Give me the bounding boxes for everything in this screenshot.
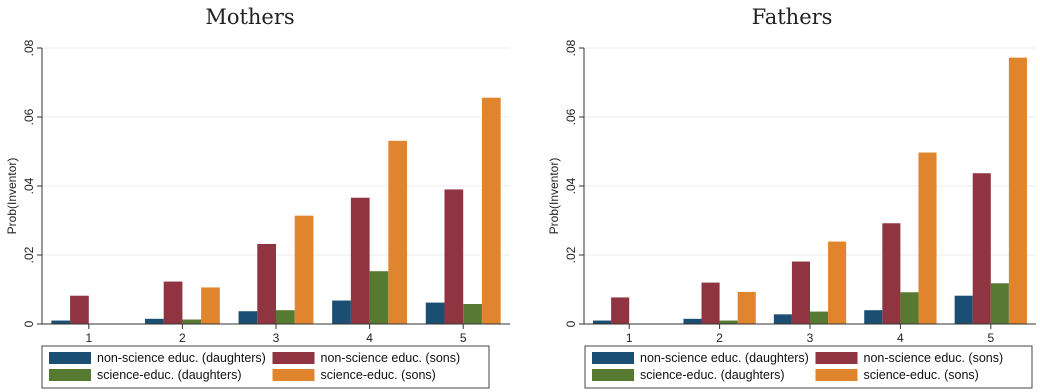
y-axis-label: Prob(Inventor) [547, 158, 561, 235]
legend-entry-label: non-science educ. (sons) [864, 351, 1004, 365]
legend-swatch [816, 352, 858, 364]
bar-non-science-daughters [332, 301, 351, 324]
bar-science-sons [201, 287, 220, 324]
y-tick-label: .02 [564, 246, 578, 263]
bar-non-science-sons [882, 223, 900, 324]
bar-science-sons [1009, 58, 1027, 324]
y-tick-label: 0 [22, 320, 36, 327]
bar-non-science-daughters [683, 319, 701, 324]
bar-science-daughters [370, 271, 389, 324]
y-tick-label: .04 [564, 177, 578, 194]
x-tick-label: 4 [897, 331, 904, 345]
bar-non-science-sons [70, 296, 89, 324]
bar-non-science-daughters [774, 314, 792, 324]
bar-non-science-daughters [864, 310, 882, 324]
bar-science-sons [482, 98, 501, 324]
bar-non-science-daughters [239, 311, 258, 324]
x-tick-label: 3 [273, 331, 280, 345]
bar-science-daughters [991, 283, 1009, 324]
legend-swatch [49, 352, 91, 364]
y-tick-label: 0 [564, 320, 578, 327]
bar-science-daughters [463, 304, 482, 324]
bar-non-science-daughters [145, 319, 164, 324]
bar-non-science-sons [351, 198, 370, 324]
legend-entry-label: science-educ. (daughters) [97, 368, 242, 382]
bar-science-sons [738, 292, 756, 324]
bar-non-science-sons [444, 189, 463, 324]
x-tick-label: 1 [85, 331, 92, 345]
legend: non-science educ. (daughters) non-science… [42, 346, 489, 388]
y-axis-label: Prob(Inventor) [5, 158, 19, 235]
y-tick-label: .02 [22, 246, 36, 263]
legend-swatch [49, 369, 91, 381]
bar-science-daughters [810, 312, 828, 324]
bar-non-science-sons [257, 244, 276, 324]
bar-non-science-daughters [955, 296, 973, 324]
bar-non-science-daughters [593, 321, 611, 324]
bar-non-science-sons [973, 173, 991, 324]
bar-non-science-daughters [426, 303, 445, 324]
legend-swatch [592, 352, 634, 364]
legend-entry-label: science-educ. (sons) [321, 368, 436, 382]
bar-non-science-sons [164, 282, 183, 324]
x-tick-label: 1 [626, 331, 633, 345]
bar-science-sons [388, 141, 407, 324]
legend-swatch [592, 369, 634, 381]
x-tick-label: 2 [716, 331, 723, 345]
legend-entry-label: non-science educ. (daughters) [97, 351, 266, 365]
bar-science-sons [828, 242, 846, 324]
y-tick-label: .08 [22, 39, 36, 56]
legend-entry-label: science-educ. (sons) [864, 368, 979, 382]
x-tick-label: 5 [987, 331, 994, 345]
bar-science-daughters [182, 320, 201, 324]
y-tick-label: .04 [22, 177, 36, 194]
legend-entry-label: science-educ. (daughters) [640, 368, 785, 382]
bar-non-science-sons [702, 283, 720, 324]
x-tick-label: 5 [460, 331, 467, 345]
legend-entry-label: non-science educ. (sons) [321, 351, 461, 365]
y-tick-label: .06 [564, 108, 578, 125]
chart-title: Fathers [752, 5, 833, 29]
legend-entry-label: non-science educ. (daughters) [640, 351, 809, 365]
legend-swatch [273, 352, 315, 364]
y-tick-label: .08 [564, 39, 578, 56]
x-tick-label: 4 [366, 331, 373, 345]
legend-swatch [816, 369, 858, 381]
legend-swatch [273, 369, 315, 381]
bar-non-science-daughters [51, 321, 70, 324]
y-tick-label: .06 [22, 108, 36, 125]
chart-title: Mothers [205, 5, 294, 29]
bar-science-daughters [720, 321, 738, 324]
bar-science-sons [295, 216, 314, 324]
bar-science-sons [918, 153, 936, 324]
x-tick-label: 3 [807, 331, 814, 345]
bar-science-daughters [276, 310, 295, 324]
x-tick-label: 2 [179, 331, 186, 345]
bar-non-science-sons [792, 262, 810, 324]
bar-non-science-sons [611, 297, 629, 324]
legend: non-science educ. (daughters) non-science… [585, 346, 1032, 388]
bar-science-daughters [900, 292, 918, 324]
